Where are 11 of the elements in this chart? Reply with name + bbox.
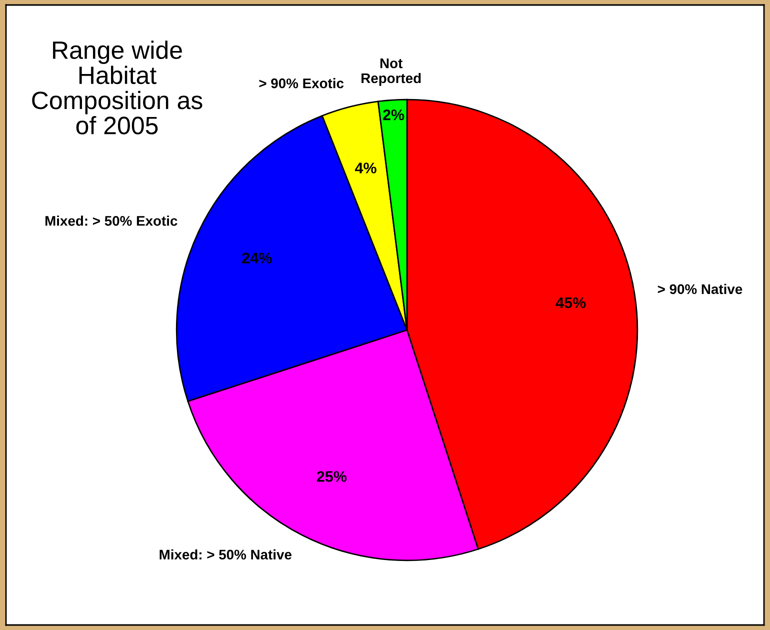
- slice-label: Not Reported: [362, 58, 421, 86]
- text: Range wide Habitat Composition as of 2005: [32, 40, 202, 134]
- data-label: 2%: [383, 109, 404, 120]
- data-label: 4%: [354, 162, 376, 174]
- slice-label: Mixed: > 50% Native: [160, 549, 292, 560]
- data-label: 25%: [316, 471, 347, 482]
- slice-label: Mixed: > 50% Exotic: [45, 216, 178, 226]
- slice-label: > 90% Exotic: [259, 78, 344, 88]
- data-label: 24%: [242, 252, 272, 264]
- data-label: 45%: [556, 297, 586, 308]
- slice-label: > 90% Native: [658, 284, 742, 294]
